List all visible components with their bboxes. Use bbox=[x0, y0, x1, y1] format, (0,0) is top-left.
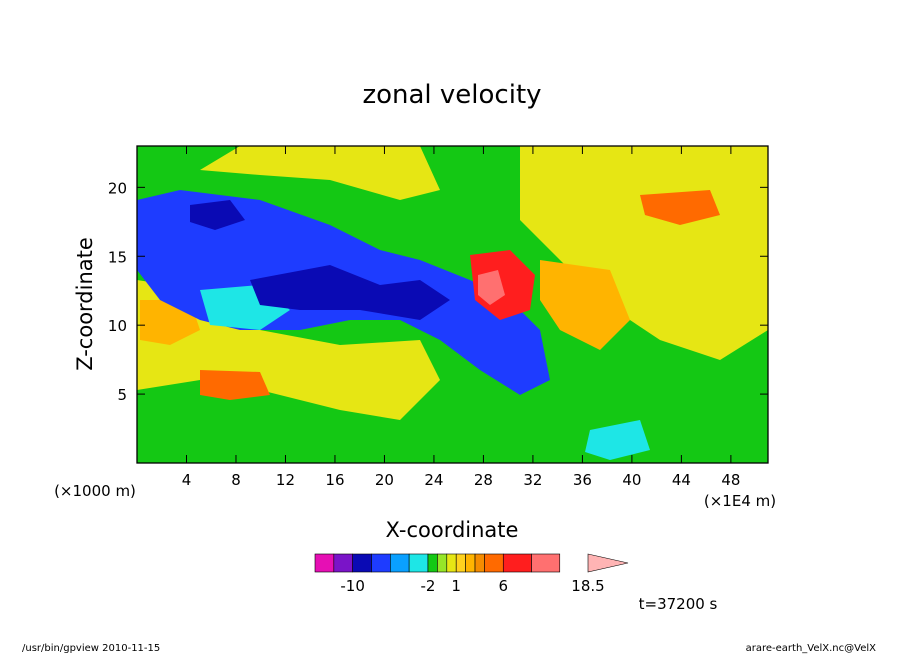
x-axis-ticks: 4 8 12 16 20 24 28 32 36 40 44 48 bbox=[182, 146, 740, 489]
chart-title: zonal velocity bbox=[362, 80, 541, 110]
y-tick-label: 15 bbox=[108, 248, 127, 266]
time-label: t=37200 s bbox=[639, 595, 718, 613]
region-darkblue-core bbox=[250, 265, 450, 320]
colorbar-segment bbox=[455, 553, 466, 573]
y-tick-label: 10 bbox=[108, 317, 127, 335]
colorbar-segment bbox=[484, 553, 504, 573]
y-axis-label: Z-coordinate bbox=[73, 237, 97, 371]
colorbar-segment bbox=[427, 553, 438, 573]
plot-frame bbox=[136, 145, 769, 464]
colorbar-segment bbox=[390, 553, 410, 573]
x-tick-label: 32 bbox=[523, 471, 542, 489]
colorbar-tick-label: 1 bbox=[451, 577, 461, 595]
y-unit-label: (×1000 m) bbox=[54, 482, 136, 500]
region-darkblue-nw bbox=[190, 200, 245, 230]
footer-right: arare-earth_VelX.nc@VelX bbox=[746, 643, 877, 654]
y-axis-ticks: 5 10 15 20 bbox=[108, 179, 768, 404]
colorbar-segment bbox=[474, 553, 485, 573]
x-tick-label: 24 bbox=[424, 471, 443, 489]
x-unit-label: (×1E4 m) bbox=[704, 492, 776, 510]
region-orange-right bbox=[540, 260, 630, 350]
x-tick-label: 36 bbox=[573, 471, 592, 489]
colorbar-segment bbox=[437, 553, 448, 573]
colorbar-segment bbox=[465, 553, 476, 573]
region-yellow-top bbox=[200, 146, 440, 200]
colorbar-segment bbox=[352, 553, 372, 573]
region-cyan-se bbox=[585, 420, 650, 460]
x-tick-label: 20 bbox=[375, 471, 394, 489]
region-pink-core bbox=[478, 270, 505, 305]
y-tick-label: 5 bbox=[117, 386, 127, 404]
x-tick-label: 28 bbox=[474, 471, 493, 489]
colorbar-arrow bbox=[587, 553, 629, 573]
region-red-core bbox=[470, 250, 535, 320]
x-tick-label: 40 bbox=[622, 471, 641, 489]
x-tick-label: 44 bbox=[672, 471, 691, 489]
colorbar-segment bbox=[408, 553, 429, 573]
contour-field bbox=[137, 146, 768, 463]
x-axis-label: X-coordinate bbox=[386, 518, 519, 542]
colorbar-tick-label: -10 bbox=[340, 577, 365, 595]
x-tick-label: 48 bbox=[721, 471, 740, 489]
colorbar-segment bbox=[314, 553, 335, 573]
region-orange-low bbox=[200, 370, 270, 400]
footer-left: /usr/bin/gpview 2010-11-15 bbox=[22, 643, 160, 654]
x-tick-label: 12 bbox=[276, 471, 295, 489]
colorbar-tick-label: 6 bbox=[499, 577, 509, 595]
colorbar-segment bbox=[502, 553, 532, 573]
colorbar-tick-label: -2 bbox=[420, 577, 435, 595]
y-tick-label: 20 bbox=[108, 179, 127, 197]
colorbar-segment bbox=[371, 553, 391, 573]
x-tick-label: 16 bbox=[325, 471, 344, 489]
region-orange-ne bbox=[640, 190, 720, 225]
colorbar: -10 -2 1 6 18.5 bbox=[314, 553, 629, 595]
x-tick-label: 8 bbox=[231, 471, 241, 489]
colorbar-tick-label: 18.5 bbox=[571, 577, 604, 595]
colorbar-segment bbox=[531, 553, 561, 573]
x-tick-label: 4 bbox=[182, 471, 192, 489]
colorbar-segment bbox=[446, 553, 457, 573]
colorbar-segment bbox=[333, 553, 353, 573]
